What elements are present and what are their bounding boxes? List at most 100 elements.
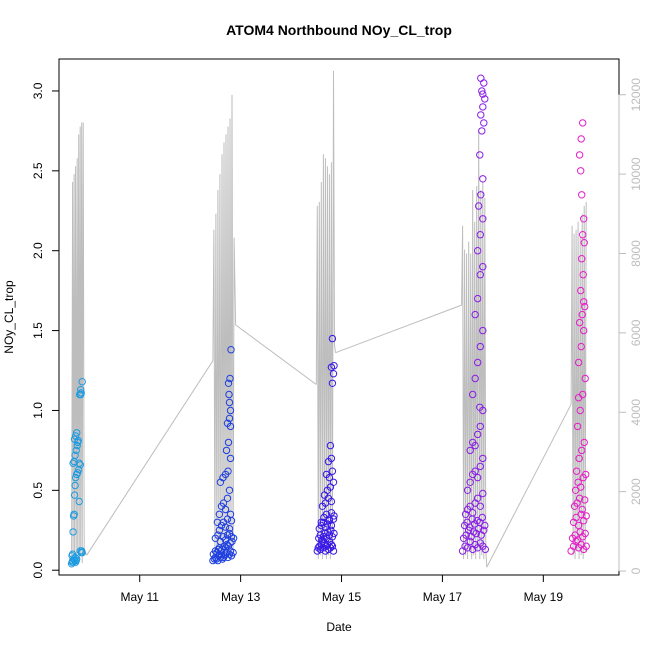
data-point-4-44: [579, 271, 587, 279]
data-point-2-16: [329, 547, 338, 555]
data-point-0-16: [71, 481, 79, 490]
data-point-0-31: [73, 429, 81, 437]
data-point-0-17: [71, 473, 80, 482]
data-point-2-56: [328, 379, 337, 387]
data-point-3-62: [477, 191, 485, 199]
data-point-2-55: [326, 441, 335, 450]
data-point-4-36: [581, 374, 589, 383]
data-point-0-38: [78, 548, 86, 557]
x-tick-label-3: May 17: [423, 590, 463, 604]
data-point-1-55: [223, 419, 232, 427]
y-axis-label: NOy_CL_trop: [2, 280, 16, 354]
altitude-line-8: [570, 201, 587, 560]
y2-tick-label-4: 8000: [629, 240, 643, 267]
data-point-0-12: [69, 528, 77, 536]
data-point-4-6: [582, 542, 590, 550]
data-point-0-23: [69, 459, 77, 467]
data-point-3-67: [477, 111, 485, 119]
y2-axis: 0 2000 4000 6000 8000 10000 12000: [618, 78, 643, 574]
x-tick-label-2: May 15: [322, 590, 362, 604]
data-point-2-14: [327, 540, 336, 549]
data-point-4-47: [579, 231, 587, 239]
data-point-3-34: [476, 502, 484, 510]
data-point-2-57: [329, 370, 338, 378]
data-point-0-25: [71, 451, 79, 459]
data-point-2-15: [328, 542, 337, 550]
data-point-0-33: [74, 437, 82, 445]
data-point-4-32: [580, 438, 588, 447]
data-point-2-51: [325, 473, 334, 482]
data-point-3-72: [477, 74, 485, 82]
y2-tick-label-1: 2000: [629, 478, 643, 505]
data-point-1-36: [221, 536, 230, 544]
data-point-0-22: [76, 461, 84, 469]
plot-frame: [58, 58, 620, 576]
y-axis: 0.0 0.5 1.0 1.5 2.0 2.5 3.0: [31, 82, 60, 579]
y-tick-label-5: 2.5: [31, 162, 45, 179]
data-point-0-41: [77, 389, 85, 397]
x-tick-label-4: May 19: [524, 590, 564, 604]
data-point-4-12: [581, 529, 589, 538]
data-point-3-43: [466, 446, 474, 455]
data-point-4-40: [575, 318, 584, 327]
data-point-0-18: [73, 470, 81, 479]
altitude-series: [71, 70, 587, 568]
data-point-3-41: [476, 462, 484, 471]
data-point-3-58: [474, 247, 482, 255]
data-point-1-33: [214, 531, 222, 539]
data-point-2-35: [329, 515, 338, 523]
data-point-3-69: [481, 95, 489, 103]
data-point-4-31: [578, 446, 586, 455]
data-point-3-39: [471, 467, 479, 475]
data-point-3-73: [479, 90, 487, 98]
data-point-3-61: [475, 202, 483, 210]
data-point-0-43: [77, 386, 85, 394]
data-point-1-53: [224, 438, 233, 447]
data-point-3-37: [466, 478, 474, 486]
data-point-3-60: [479, 215, 487, 223]
y-tick-label-0: 0.0: [31, 562, 45, 579]
data-point-4-48: [580, 215, 588, 223]
altitude-line-3: [235, 324, 317, 385]
altitude-line-1: [86, 360, 214, 556]
data-point-3-57: [479, 263, 487, 271]
altitude-line-2: [212, 94, 237, 560]
data-point-4-34: [576, 406, 584, 415]
data-point-3-52: [476, 342, 484, 351]
data-point-1-46: [225, 486, 234, 494]
data-point-1-31: [229, 534, 238, 542]
data-point-4-37: [574, 358, 583, 367]
data-point-1-44: [221, 505, 230, 514]
data-point-3-53: [479, 326, 487, 335]
data-point-3-49: [469, 390, 477, 399]
data-point-1-50: [224, 467, 232, 475]
data-point-4-55: [574, 394, 583, 402]
data-point-3-40: [474, 473, 482, 482]
data-point-1-37: [223, 531, 232, 539]
data-point-1-60: [227, 346, 235, 354]
data-point-1-39: [227, 533, 236, 541]
data-point-0-14: [70, 510, 78, 518]
data-point-1-56: [225, 414, 234, 423]
data-points: [67, 74, 590, 568]
data-point-1-52: [222, 446, 231, 455]
data-point-4-29: [572, 467, 581, 475]
data-point-4-15: [574, 521, 583, 530]
data-point-3-31: [469, 509, 477, 517]
data-point-2-41: [330, 512, 338, 520]
data-point-0-11: [68, 550, 77, 558]
data-point-4-26: [577, 483, 585, 491]
data-point-3-74: [476, 403, 484, 411]
altitude-line-5: [335, 304, 462, 354]
data-point-2-45: [327, 497, 336, 506]
x-axis: May 11 May 13 May 15 May 17 May 19: [120, 574, 564, 604]
data-point-3-51: [474, 358, 482, 367]
y2-tick-label-2: 4000: [629, 399, 643, 426]
data-point-1-43: [219, 499, 228, 507]
data-point-1-45: [223, 494, 232, 502]
data-point-1-68: [225, 525, 234, 533]
data-point-2-54: [327, 454, 336, 463]
data-point-4-21: [575, 494, 584, 502]
data-point-4-52: [577, 135, 585, 143]
data-point-3-63: [479, 175, 487, 183]
